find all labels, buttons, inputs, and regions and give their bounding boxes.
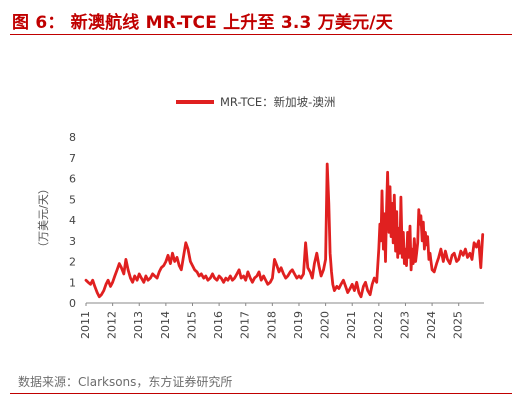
x-tick-label: 2013 [132, 311, 145, 339]
x-tick-label: 2015 [185, 311, 198, 339]
y-tick-label: 4 [69, 214, 76, 227]
legend-label: MR-TCE：新加坡-澳洲 [220, 95, 335, 109]
chart-legend: MR-TCE：新加坡-澳洲 [176, 95, 335, 109]
y-tick-label: 3 [69, 235, 76, 248]
y-tick-label: 1 [69, 276, 76, 289]
x-tick-label: 2022 [372, 311, 385, 339]
x-tick-label: 2023 [398, 311, 411, 339]
x-tick-label: 2018 [265, 311, 278, 339]
source-note: 数据来源：Clarksons，东方证券研究所 [18, 375, 233, 389]
x-tick-label: 2011 [79, 311, 92, 339]
x-axis: 2011 2012 2013 2014 2015 2016 2017 2018 2019 2020… [79, 302, 484, 339]
x-tick-label: 2012 [106, 311, 119, 339]
y-tick-label: 8 [69, 131, 76, 144]
y-tick-label: 6 [69, 173, 76, 186]
y-tick-label: 5 [69, 193, 76, 206]
x-tick-label: 2016 [212, 311, 225, 339]
x-tick-label: 2017 [239, 311, 252, 339]
series-line-mr-tce [84, 162, 485, 299]
x-tick-label: 2019 [292, 311, 305, 339]
x-tick-label: 2024 [425, 311, 438, 339]
x-tick-label: 2014 [159, 311, 172, 339]
y-tick-label: 7 [69, 152, 76, 165]
y-axis-label: （万美元/天） [37, 183, 50, 253]
x-tick-label: 2021 [345, 311, 358, 339]
bottom-divider [10, 393, 512, 394]
x-tick-label: 2025 [452, 311, 465, 339]
y-tick-label: 0 [69, 297, 76, 310]
title-divider [10, 34, 512, 35]
y-tick-label: 2 [69, 256, 76, 269]
x-tick-label: 2020 [319, 311, 332, 339]
figure-title: 图 6： 新澳航线 MR-TCE 上升至 3.3 万美元/天 [12, 13, 393, 33]
y-axis: 0 1 2 3 4 5 6 7 8 [69, 131, 76, 310]
